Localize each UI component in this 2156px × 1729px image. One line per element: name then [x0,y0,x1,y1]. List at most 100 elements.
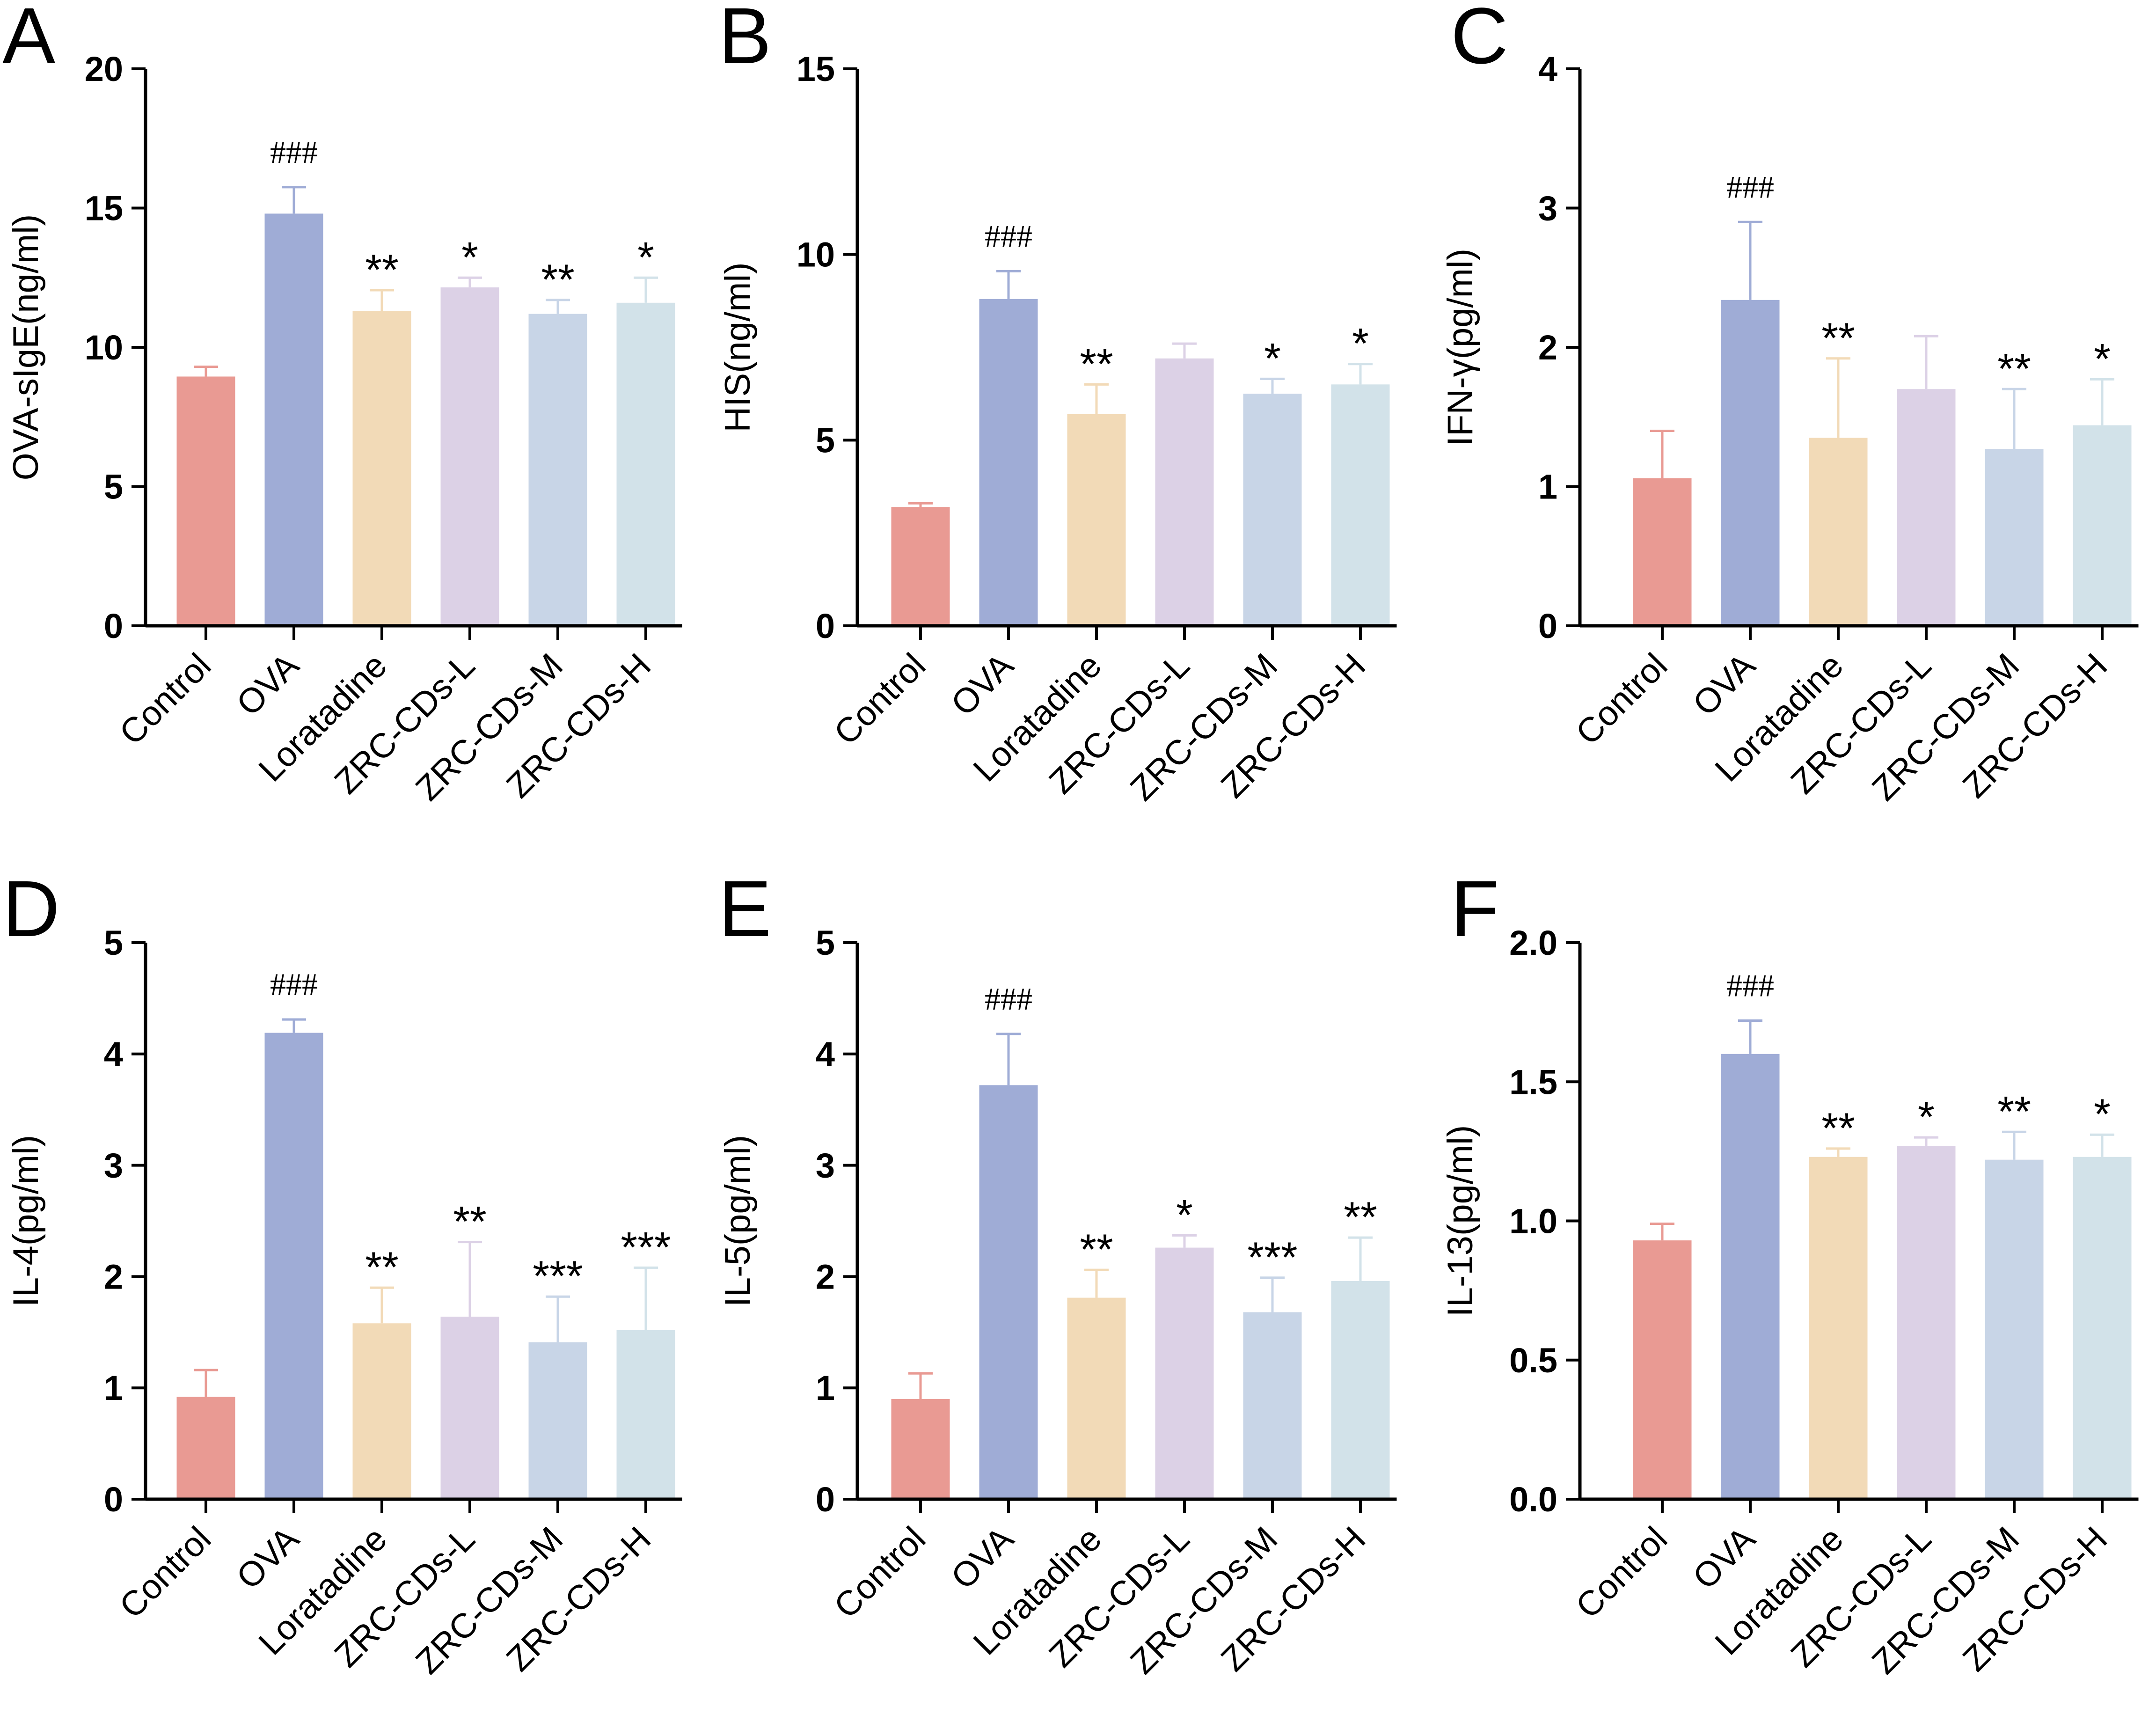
y-tick-label: 0 [104,1480,123,1519]
bar-control [891,507,950,626]
significance-mark: ### [1726,169,1774,205]
y-tick-label: 2 [816,1257,835,1296]
bar-control [176,1397,235,1499]
panel-letter: C [1451,0,1508,81]
bar-loratadine [352,311,411,626]
bar-ova [1721,300,1780,626]
category-label: Control [1568,646,1674,752]
y-tick-label: 0 [1538,607,1557,645]
significance-mark: * [1352,320,1369,368]
y-axis-title: IL-13(pg/ml) [1440,1125,1480,1317]
bar-zrc-cds-l [440,287,499,626]
bar-zrc-cds-l [1155,358,1214,626]
bar-zrc-cds-l [1897,1145,1956,1499]
bar-zrc-cds-m [1985,449,2044,626]
bar-loratadine [352,1323,411,1499]
y-tick-label: 15 [85,189,123,228]
panel-E: EIL-5(pg/ml)Control###OVA**Loratadine*ZR… [718,864,1397,1681]
significance-mark: ** [1821,315,1855,362]
bar-control [891,1399,950,1499]
bar-zrc-cds-m [1985,1159,2044,1499]
panel-F: FIL-13(pg/ml)Control###OVA**Loratadine*Z… [1440,864,2139,1681]
bar-zrc-cds-h [616,1330,675,1499]
category-label: OVA [943,1519,1021,1597]
y-axis-title: IL-5(pg/ml) [718,1135,758,1307]
panel-letter: B [718,0,771,81]
bar-loratadine [1067,1297,1126,1499]
significance-mark: * [461,234,478,281]
bar-loratadine [1809,1157,1868,1499]
y-tick-label: 1 [1538,468,1557,506]
bar-zrc-cds-h [1331,1281,1390,1499]
significance-mark: *** [1247,1234,1297,1282]
significance-mark: ** [1080,340,1113,388]
significance-mark: * [1264,335,1281,382]
y-tick-label: 1.5 [1509,1062,1557,1101]
bar-zrc-cds-h [1331,384,1390,626]
significance-mark: * [1918,1093,1935,1141]
significance-mark: * [1176,1191,1193,1239]
panel-C: CIFN-γ(pg/ml)Control###OVA**LoratadineZR… [1440,0,2139,808]
panel-B: BHIS(ng/ml)Control###OVA**LoratadineZRC-… [718,0,1397,808]
panel-D: DIL-4(pg/ml)Control###OVA**Loratadine**Z… [2,864,682,1681]
y-tick-label: 4 [104,1035,123,1074]
category-label: Control [826,646,933,752]
bar-ova [1721,1054,1780,1499]
y-axis-title: HIS(ng/ml) [718,262,758,432]
significance-mark: ** [1080,1226,1113,1274]
significance-mark: * [637,234,654,281]
significance-mark: ### [270,967,318,1002]
y-tick-label: 2 [1538,328,1557,367]
y-axis-title: IFN-γ(pg/ml) [1440,249,1480,446]
bar-zrc-cds-h [2073,1157,2132,1499]
y-tick-label: 3 [816,1146,835,1185]
panel-letter: F [1451,864,1499,953]
bar-zrc-cds-m [1243,394,1302,626]
significance-mark: *** [621,1223,671,1271]
category-label: Control [112,646,218,752]
y-tick-label: 4 [1538,50,1557,88]
y-tick-label: 5 [816,923,835,962]
y-tick-label: 3 [104,1146,123,1185]
significance-mark: *** [533,1253,583,1300]
y-axis-title: OVA-sIgE(ng/ml) [6,214,46,481]
y-tick-label: 1 [104,1369,123,1407]
category-label: Control [826,1519,933,1626]
bar-zrc-cds-m [528,314,587,626]
category-label: OVA [1685,645,1763,723]
bar-zrc-cds-l [1155,1247,1214,1499]
y-axis-title: IL-4(pg/ml) [6,1135,46,1307]
y-tick-label: 20 [85,50,123,88]
bar-control [176,376,235,626]
category-label: OVA [943,645,1021,723]
y-tick-label: 2 [104,1257,123,1296]
bar-zrc-cds-l [1897,389,1956,626]
y-tick-label: 0.0 [1509,1480,1557,1519]
y-tick-label: 0 [104,607,123,645]
category-label: Control [112,1519,218,1626]
y-tick-label: 1 [816,1369,835,1407]
bar-zrc-cds-m [528,1342,587,1499]
y-tick-label: 15 [797,50,835,88]
bar-ova [979,299,1038,626]
significance-mark: ** [365,246,399,294]
y-tick-label: 5 [104,923,123,962]
y-tick-label: 10 [85,328,123,367]
y-tick-label: 0 [816,1480,835,1519]
bar-zrc-cds-h [616,302,675,626]
bar-ova [979,1085,1038,1499]
significance-mark: ** [541,256,575,304]
bar-control [1633,478,1692,626]
significance-mark: ** [1821,1105,1855,1152]
y-tick-label: 3 [1538,189,1557,228]
significance-mark: ### [985,981,1032,1017]
bar-zrc-cds-l [440,1317,499,1499]
significance-mark: ** [1344,1194,1377,1241]
bar-zrc-cds-m [1243,1312,1302,1499]
y-tick-label: 1.0 [1509,1202,1557,1241]
y-tick-label: 0.5 [1509,1341,1557,1380]
significance-mark: ** [1997,1088,2031,1136]
panel-letter: E [718,864,771,953]
significance-mark: ### [270,134,318,170]
